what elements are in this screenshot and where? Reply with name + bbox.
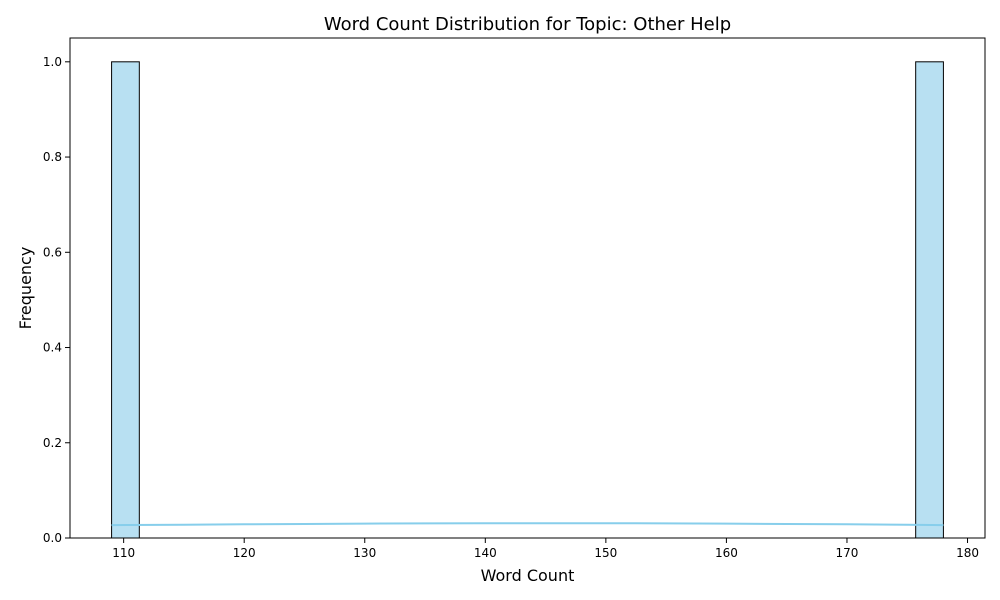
x-tick-label: 130: [353, 546, 376, 560]
histogram-bar-2: [915, 61, 944, 539]
x-axis-ticks: 110 120 130 140 150 160 170 180: [112, 538, 979, 560]
histogram-bars: [111, 61, 944, 539]
x-axis-label: Word Count: [481, 566, 575, 585]
x-tick-label: 170: [836, 546, 859, 560]
histogram-bar-1: [111, 61, 140, 539]
y-tick-label: 0.8: [43, 150, 62, 164]
y-tick-label: 0.2: [43, 436, 62, 450]
x-tick-label: 150: [594, 546, 617, 560]
y-tick-label: 0.4: [43, 341, 62, 355]
chart-title: Word Count Distribution for Topic: Other…: [324, 14, 731, 35]
y-axis-ticks: 0.0 0.2 0.4 0.6 0.8 1.0: [43, 55, 70, 545]
x-tick-label: 140: [474, 546, 497, 560]
y-tick-label: 0.6: [43, 245, 62, 259]
y-axis-label: Frequency: [16, 247, 35, 330]
kde-line: [111, 522, 944, 527]
x-tick-label: 160: [715, 546, 738, 560]
plot-frame: [69, 37, 986, 539]
y-tick-label: 1.0: [43, 55, 62, 69]
y-tick-label: 0.0: [43, 531, 62, 545]
x-tick-label: 180: [956, 546, 979, 560]
x-tick-label: 110: [112, 546, 135, 560]
x-tick-label: 120: [233, 546, 256, 560]
